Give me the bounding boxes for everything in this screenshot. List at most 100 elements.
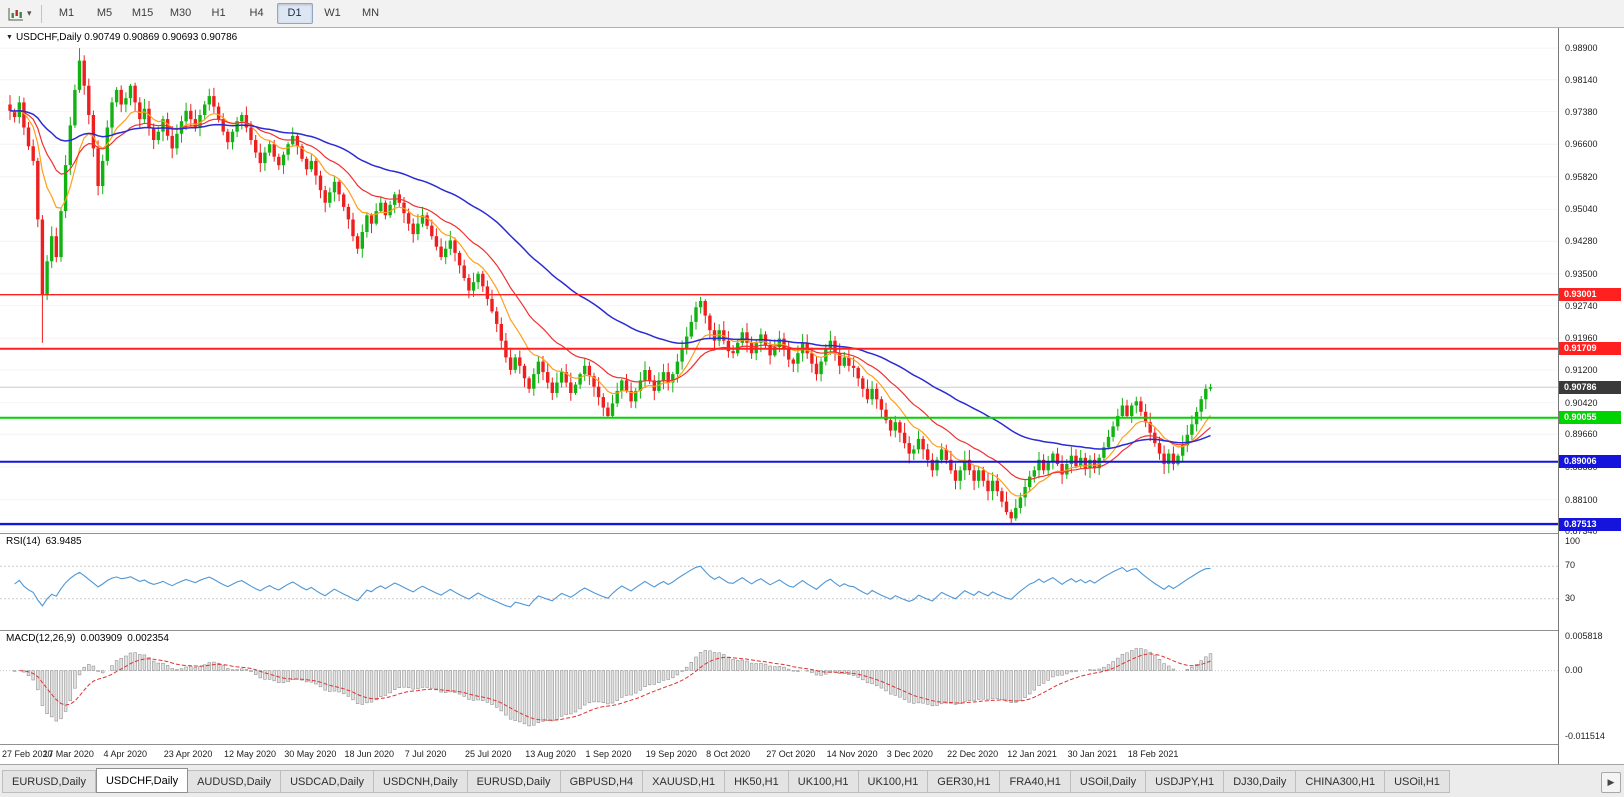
rsi-label: RSI(14) 63.9485 (6, 536, 87, 547)
toolbar-separator (40, 4, 42, 23)
price-axis-label: 0.98900 (1565, 43, 1598, 54)
price-axis-label: 0.94280 (1565, 236, 1598, 247)
chart-tab-xauusd-h1[interactable]: XAUUSD,H1 (643, 770, 726, 793)
chart-tab-usoil-h1[interactable]: USOil,H1 (1385, 770, 1450, 793)
chart-tab-audusd-daily[interactable]: AUDUSD,Daily (188, 770, 282, 793)
chart-ohlc-values: 0.90749 0.90869 0.90693 0.90786 (84, 32, 238, 43)
rsi-indicator-value: 63.9485 (45, 536, 82, 547)
timeframe-button-mn[interactable]: MN (361, 7, 380, 19)
time-axis[interactable]: 27 Feb 2020 17 Mar 2020 4 Apr 2020 23 Apr 2… (0, 744, 1558, 764)
macd-signal-value: 0.002354 (127, 633, 169, 644)
timeframe-buttons: M1 M5 M15 M30 H1 H4 D1 W1 MN (48, 3, 390, 24)
time-axis-label: 12 Jan 2021 (1007, 749, 1057, 759)
price-axis-label: 0.97380 (1565, 106, 1598, 117)
macd-indicator-name: MACD(12,26,9) (6, 633, 76, 644)
price-axis-label: 0.93500 (1565, 268, 1598, 279)
price-axis-label: 0.92740 (1565, 300, 1598, 311)
time-axis-label: 18 Jun 2020 (344, 749, 395, 759)
price-axis-label: 0.87340 (1565, 526, 1598, 537)
macd-axis-label: 0.00 (1565, 664, 1583, 675)
time-axis-label: 30 Jan 2021 (1067, 749, 1118, 759)
chart-tab-usdcad-daily[interactable]: USDCAD,Daily (281, 770, 375, 793)
time-axis-label: 23 Apr 2020 (163, 749, 213, 759)
macd-main-value: 0.003909 (80, 633, 123, 644)
chart-tab-usdchf-daily[interactable]: USDCHF,Daily (95, 768, 189, 793)
price-axis-label: 0.91960 (1565, 333, 1598, 344)
time-axis-label: 8 Oct 2020 (706, 749, 751, 759)
price-axis-label: 0.88100 (1565, 494, 1598, 505)
time-axis-label: 19 Sep 2020 (645, 749, 697, 759)
chart-tab-ger30-h1[interactable]: GER30,H1 (928, 770, 1001, 793)
rsi-axis-label: 70 (1565, 560, 1576, 571)
chart-tab-china300-h1[interactable]: CHINA300,H1 (1296, 770, 1386, 793)
rsi-axis-label: 100 (1565, 536, 1581, 546)
chart-window: ▼ USDCHF,Daily 0.90749 0.90869 0.90693 0.… (0, 28, 1624, 764)
chart-tab-eurusd-daily[interactable]: EURUSD,Daily (2, 770, 96, 793)
tabs-scroll-right-button[interactable]: ▶ (1601, 772, 1621, 793)
macd-label: MACD(12,26,9) 0.003909 0.002354 (6, 633, 174, 644)
timeframe-button-m5[interactable]: M5 (96, 7, 113, 19)
chart-tab-uk100-h1[interactable]: UK100,H1 (858, 770, 929, 793)
chart-tab-dj30-daily[interactable]: DJ30,Daily (1224, 770, 1297, 793)
current-price-badge: 0.90786 (1559, 380, 1621, 394)
timeframe-button-h1[interactable]: H1 (211, 7, 226, 19)
chart-glyph (8, 7, 23, 20)
chart-tab-usoil-daily[interactable]: USOil,Daily (1070, 770, 1147, 793)
timeframe-toolbar: ▾ M1 M5 M15 M30 H1 H4 D1 W1 MN (0, 0, 1624, 28)
chart-tab-hk50-h1[interactable]: HK50,H1 (725, 770, 789, 793)
price-axis-label: 0.96600 (1565, 139, 1598, 150)
price-axis[interactable]: 0.98900 0.98140 0.97380 0.96600 0.95820 0.950… (1558, 28, 1624, 764)
timeframe-button-m1[interactable]: M1 (58, 7, 75, 19)
chart-tab-gbpusd-h4[interactable]: GBPUSD,H4 (560, 770, 644, 793)
price-pane[interactable]: ▼ USDCHF,Daily 0.90749 0.90869 0.90693 0.… (0, 28, 1558, 533)
chart-tab-eurusd-daily[interactable]: EURUSD,Daily (467, 770, 561, 793)
time-axis-label: 18 Feb 2021 (1127, 749, 1179, 759)
price-line-badge[interactable]: 0.90055 (1559, 411, 1621, 425)
price-axis-label: 0.89660 (1565, 429, 1598, 440)
price-axis-label: 0.95040 (1565, 204, 1598, 215)
chart-tab-uk100-h1[interactable]: UK100,H1 (788, 770, 859, 793)
timeframe-button-m15[interactable]: M15 (131, 7, 154, 19)
timeframe-button-w1[interactable]: W1 (324, 7, 341, 19)
time-axis-label: 7 Jul 2020 (404, 749, 447, 759)
macd-pane[interactable]: MACD(12,26,9) 0.003909 0.002354 (0, 630, 1558, 744)
time-axis-label: 13 Aug 2020 (525, 749, 576, 759)
chart-tab-fra40-h1[interactable]: FRA40,H1 (1000, 770, 1071, 793)
time-axis-label: 12 May 2020 (224, 749, 277, 759)
time-axis-label: 14 Nov 2020 (826, 749, 878, 759)
time-axis-label: 1 Sep 2020 (585, 749, 632, 759)
macd-axis-label: -0.011514 (1565, 731, 1605, 741)
time-axis-label: 3 Dec 2020 (886, 749, 933, 759)
price-axis-label: 0.91200 (1565, 365, 1598, 375)
time-axis-label: 27 Feb 2020 (2, 749, 53, 759)
chart-tab-usdjpy-h1[interactable]: USDJPY,H1 (1146, 770, 1225, 793)
timeframe-button-h4[interactable]: H4 (249, 7, 264, 19)
rsi-indicator-name: RSI(14) (6, 536, 41, 547)
rsi-pane[interactable]: RSI(14) 63.9485 (0, 533, 1558, 630)
time-axis-label: 17 Mar 2020 (43, 749, 94, 759)
chart-symbol-period: USDCHF,Daily (15, 32, 82, 43)
price-axis-label: 0.90420 (1565, 397, 1598, 408)
chart-title: ▼ USDCHF,Daily 0.90749 0.90869 0.90693 0.… (6, 32, 237, 43)
chart-tab-usdcnh-daily[interactable]: USDCNH,Daily (374, 770, 468, 793)
chart-type-dropdown-caret-icon[interactable]: ▾ (27, 8, 32, 18)
rsi-axis-label: 30 (1565, 592, 1576, 603)
timeframe-button-m30[interactable]: M30 (169, 7, 192, 19)
price-axis-label: 0.95820 (1565, 171, 1598, 182)
chart-tab-bar: EURUSD,Daily USDCHF,Daily AUDUSD,Daily USDC… (0, 764, 1624, 797)
price-line-badge[interactable]: 0.93001 (1559, 288, 1621, 302)
price-line-badge[interactable]: 0.89006 (1559, 455, 1621, 469)
price-axis-label: 0.98140 (1565, 74, 1598, 85)
time-axis-label: 27 Oct 2020 (766, 749, 816, 759)
timeframe-button-d1[interactable]: D1 (276, 3, 313, 24)
chart-menu-icon[interactable]: ▼ (6, 34, 13, 41)
chart-tabs: EURUSD,Daily USDCHF,Daily AUDUSD,Daily USDC… (0, 765, 1624, 797)
macd-axis-label: 0.005818 (1565, 631, 1603, 641)
time-axis-label: 4 Apr 2020 (103, 749, 148, 759)
time-axis-label: 30 May 2020 (284, 749, 337, 759)
chart-type-icon[interactable] (6, 6, 26, 22)
price-line-badge[interactable]: 0.91709 (1559, 342, 1621, 356)
price-line-badge[interactable]: 0.87513 (1559, 517, 1621, 531)
time-axis-label: 22 Dec 2020 (947, 749, 999, 759)
